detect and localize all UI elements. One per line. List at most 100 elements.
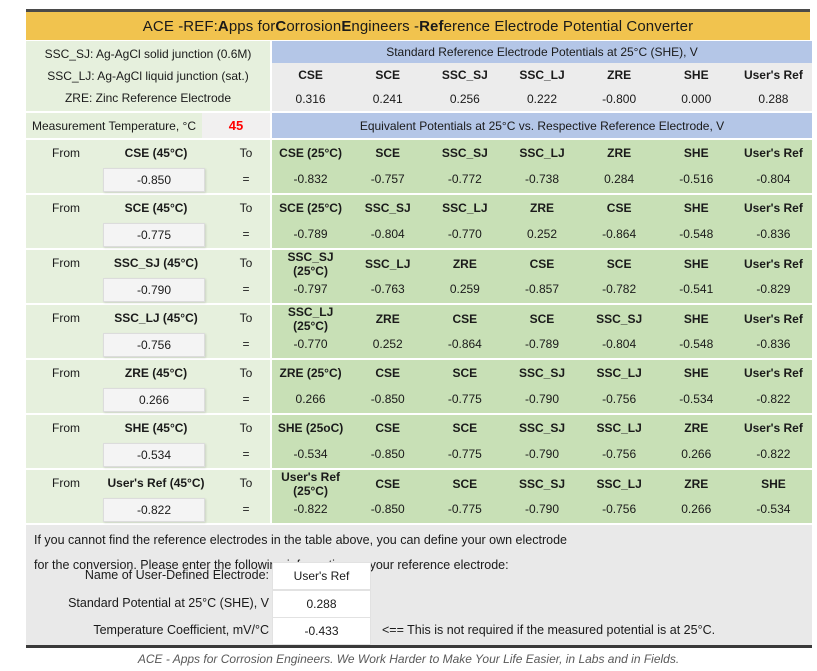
to-column-header: SSC_SJ: [596, 312, 643, 326]
to-column-header: ZRE: [684, 477, 709, 491]
conversion-block-right: SCE (25°C) SSC_SJ SSC_LJ ZRE CSE SHE User's Re…: [272, 195, 812, 248]
to-value-cell: -0.790: [524, 447, 559, 461]
title-segment: E: [341, 17, 352, 35]
to-column-header: SHE: [683, 201, 709, 215]
conversion-block-left: From SCE (45°C) To -0.775 =: [26, 195, 270, 248]
electrode-legend: SSC_SJ: Ag-AgCl solid junction (0.6M) SSC…: [26, 41, 270, 111]
std-column-header: SHE: [683, 68, 709, 82]
conversion-block-left: From SSC_SJ (45°C) To -0.790 =: [26, 250, 270, 303]
to-values-row: -0.534 -0.850 -0.775 -0.790 -0.756 0.266 -0.82…: [272, 441, 812, 467]
std-value-cell: 0.222: [526, 92, 557, 106]
to-value-cell: -0.782: [602, 282, 637, 296]
from-value-input[interactable]: -0.790: [103, 278, 205, 302]
to-label: To: [239, 311, 253, 325]
to-value-cell: -0.775: [447, 447, 482, 461]
from-label: From: [52, 146, 80, 160]
to-column-header: CSE: [452, 312, 478, 326]
to-label: To: [239, 201, 253, 215]
field-value-input[interactable]: 0.288: [272, 590, 371, 618]
std-column-header: ZRE: [607, 68, 632, 82]
to-value-cell: -0.775: [447, 502, 482, 516]
to-value-cell: -0.738: [524, 172, 559, 186]
legend-line: SSC_SJ: Ag-AgCl solid junction (0.6M): [44, 47, 252, 61]
to-column-header: ZRE: [607, 146, 632, 160]
conversion-block-right: SHE (25oC) CSE SCE SSC_SJ SSC_LJ ZRE User's Re…: [272, 415, 812, 468]
equals-sign: =: [242, 282, 250, 296]
to-column-header: SSC_LJ: [442, 201, 488, 215]
from-label: From: [52, 366, 80, 380]
to-value-cell: -0.534: [756, 502, 791, 516]
to-value-cell: -0.822: [293, 502, 328, 516]
field-value-input[interactable]: User's Ref: [272, 562, 371, 590]
from-value-input[interactable]: -0.822: [103, 498, 205, 522]
to-column-header: User's Ref: [743, 366, 803, 380]
from-value-input[interactable]: -0.850: [103, 168, 205, 192]
from-label: From: [52, 421, 80, 435]
to-columns-row: SCE (25°C) SSC_SJ SSC_LJ ZRE CSE SHE User's Re…: [272, 195, 812, 221]
conversion-block-left: From ZRE (45°C) To 0.266 =: [26, 360, 270, 413]
std-column-header: SSC_SJ: [441, 68, 488, 82]
to-value-cell: 0.252: [372, 337, 403, 351]
to-column-header: SHE: [683, 146, 709, 160]
from-value-input[interactable]: -0.534: [103, 443, 205, 467]
std-value-cell: 0.316: [295, 92, 326, 106]
std-value-cell: 0.256: [449, 92, 480, 106]
equals-sign: =: [242, 502, 250, 516]
to-column-header: SCE: [529, 312, 555, 326]
title-segment: pps for: [228, 17, 276, 35]
measurement-temperature-input[interactable]: 45: [202, 113, 270, 138]
to-value-cell: 0.266: [681, 447, 712, 461]
to-column-header: ZRE (25°C): [279, 366, 342, 380]
to-value-cell: 0.284: [604, 172, 635, 186]
conversion-block-right: User's Ref (25°C) CSE SCE SSC_SJ SSC_LJ ZRE SH…: [272, 470, 812, 523]
user-defined-intro-line: for the conversion. Please enter the fol…: [34, 558, 509, 572]
field-value-input[interactable]: -0.433: [272, 617, 371, 645]
user-defined-electrode-section: If you cannot find the reference electro…: [26, 525, 812, 648]
to-column-header: CSE: [375, 366, 401, 380]
to-value-cell: 0.266: [681, 502, 712, 516]
equals-sign: =: [242, 227, 250, 241]
conversion-block-left: From CSE (45°C) To -0.850 =: [26, 140, 270, 193]
from-electrode-label: SSC_SJ (45°C): [113, 256, 199, 270]
conversion-block-left: From SHE (45°C) To -0.534 =: [26, 415, 270, 468]
from-value-input[interactable]: 0.266: [103, 388, 205, 412]
from-value-input[interactable]: -0.756: [103, 333, 205, 357]
title-segment: ACE -REF:: [142, 17, 218, 35]
to-label: To: [239, 421, 253, 435]
to-label: To: [239, 476, 253, 490]
to-columns-row: SSC_SJ (25°C) SSC_LJ ZRE CSE SCE SHE User's Re…: [272, 250, 812, 278]
to-column-header: SSC_SJ: [518, 421, 565, 435]
from-value-input[interactable]: -0.775: [103, 223, 205, 247]
to-values-row: 0.266 -0.850 -0.775 -0.790 -0.756 -0.534 -0.82…: [272, 386, 812, 412]
to-value-cell: -0.516: [679, 172, 714, 186]
to-value-cell: -0.756: [602, 502, 637, 516]
to-value-cell: -0.548: [679, 227, 714, 241]
footer-tagline: ACE - Apps for Corrosion Engineers. We W…: [137, 652, 680, 666]
std-value-cell: 0.000: [681, 92, 712, 106]
title-segment: erence Electrode Potential Converter: [443, 17, 694, 35]
to-value-cell: -0.804: [756, 172, 791, 186]
from-label: From: [52, 476, 80, 490]
conversion-block-right: SSC_LJ (25°C) ZRE CSE SCE SSC_SJ SHE User's Re…: [272, 305, 812, 358]
conversion-block-right: SSC_SJ (25°C) SSC_LJ ZRE CSE SCE SHE User's Re…: [272, 250, 812, 303]
to-columns-row: CSE (25°C) SCE SSC_SJ SSC_LJ ZRE SHE User's Re…: [272, 140, 812, 166]
to-column-header: SCE (25°C): [279, 201, 342, 215]
std-column-header: SSC_LJ: [519, 68, 565, 82]
to-value-cell: -0.832: [293, 172, 328, 186]
std-column-header: CSE: [298, 68, 323, 82]
to-value-cell: -0.775: [447, 392, 482, 406]
to-value-cell: -0.756: [602, 447, 637, 461]
equals-sign: =: [242, 392, 250, 406]
from-label: From: [52, 311, 80, 325]
to-value-cell: -0.822: [756, 392, 791, 406]
to-value-cell: -0.864: [447, 337, 482, 351]
std-column-header: User's Ref: [743, 68, 803, 82]
from-electrode-label: ZRE (45°C): [124, 366, 188, 380]
to-value-cell: -0.534: [679, 392, 714, 406]
to-value-cell: -0.850: [370, 502, 405, 516]
to-label: To: [239, 256, 253, 270]
to-columns-row: SSC_LJ (25°C) ZRE CSE SCE SSC_SJ SHE User's Re…: [272, 305, 812, 333]
to-column-header: SCE: [452, 421, 478, 435]
